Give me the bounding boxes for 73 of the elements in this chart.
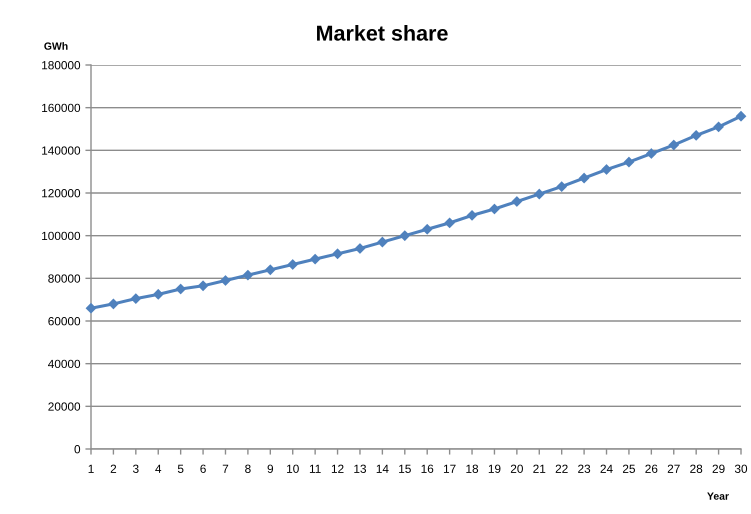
x-tick-label: 26 [645, 464, 658, 473]
point [130, 293, 142, 304]
point [646, 148, 657, 159]
point [198, 280, 208, 292]
x-tick-label: 16 [422, 464, 434, 473]
point [175, 284, 186, 294]
y-tick-label: 100000 [42, 232, 80, 240]
x-tick-label: 11 [310, 464, 321, 473]
x-tick-label: 25 [622, 464, 635, 473]
x-tick-label: 28 [690, 464, 702, 473]
point [108, 298, 119, 310]
x-tick-label: 1 [88, 464, 94, 473]
x-tick-label: 15 [399, 464, 411, 473]
y-tick-label: 180000 [42, 61, 80, 70]
x-tick-label: 14 [376, 464, 389, 473]
x-tick-label: 23 [578, 464, 590, 473]
point [624, 156, 634, 168]
point [444, 217, 456, 228]
point [220, 275, 231, 286]
point [332, 248, 343, 260]
x-tick-label: 2 [110, 464, 116, 473]
point [668, 140, 680, 150]
x-tick-label: 5 [178, 464, 184, 473]
x-tick-label: 24 [600, 464, 613, 473]
y-tick-label: 140000 [42, 146, 80, 155]
point [511, 196, 522, 207]
point [310, 254, 321, 265]
x-tick-label: 10 [287, 464, 299, 473]
point [422, 224, 433, 235]
point [399, 230, 410, 242]
point [489, 204, 500, 214]
x-tick-label: 6 [200, 464, 206, 473]
point [354, 243, 366, 254]
x-tick-label: 12 [332, 464, 344, 473]
x-tick-label: 17 [444, 464, 456, 473]
x-tick-label: 27 [668, 464, 680, 473]
x-tick-label: 8 [245, 464, 251, 473]
point [556, 181, 568, 192]
point [534, 188, 545, 200]
point [287, 259, 298, 270]
point [736, 110, 746, 122]
x-tick-label: 20 [510, 464, 523, 473]
x-tick-label: 21 [533, 464, 546, 473]
y-tick-label: 40000 [48, 360, 80, 368]
x-tick-label: 3 [132, 464, 139, 473]
y-tick-label: 60000 [48, 317, 80, 326]
y-tick-label: 80000 [48, 274, 80, 283]
point [376, 236, 388, 248]
x-tick-label: 22 [556, 464, 568, 473]
x-axis-title: Year [707, 492, 729, 500]
y-tick-label: 0 [74, 445, 80, 454]
x-tick-label: 18 [466, 464, 478, 473]
y-tick-label: 120000 [42, 189, 80, 198]
point [152, 288, 164, 300]
point [578, 172, 590, 184]
y-tick-label: 160000 [42, 104, 80, 112]
point [264, 264, 276, 276]
point [466, 210, 478, 221]
y-tick-label: 20000 [48, 402, 80, 411]
x-tick-label: 29 [712, 464, 725, 473]
x-tick-label: 13 [354, 464, 366, 473]
point [242, 270, 254, 281]
point [713, 121, 724, 132]
x-tick-label: 4 [155, 464, 162, 473]
point [86, 302, 96, 314]
x-tick-label: 9 [268, 464, 274, 473]
point [601, 164, 612, 175]
x-tick-label: 19 [488, 464, 500, 473]
y-axis-title: GWh [44, 42, 68, 50]
point [690, 130, 702, 141]
chart-title: Market share [317, 24, 448, 41]
x-tick-label: 7 [222, 464, 228, 473]
x-tick-label: 30 [734, 464, 748, 473]
